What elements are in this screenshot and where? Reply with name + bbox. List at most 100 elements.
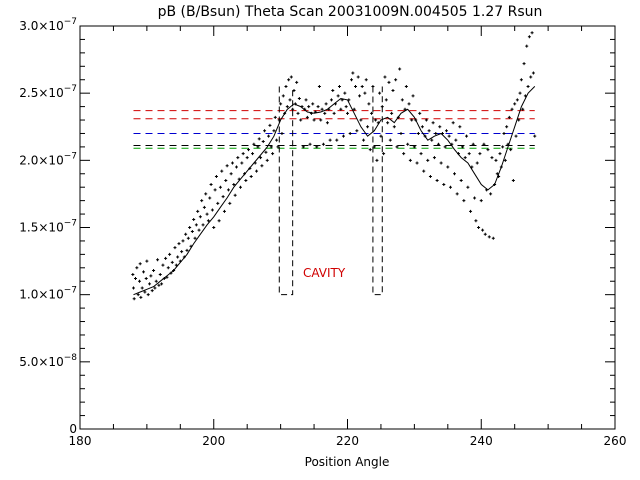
scatter-point [522, 62, 526, 66]
scatter-point [307, 105, 311, 109]
scatter-point [355, 129, 359, 133]
scatter-point [206, 219, 210, 223]
scatter-point [315, 145, 319, 149]
scatter-point [370, 111, 374, 115]
scatter-point [366, 125, 370, 129]
y-tick-label: 0 [69, 422, 77, 436]
scatter-point [276, 145, 280, 149]
scatter-point [212, 226, 216, 229]
scatter-point [418, 111, 422, 115]
scatter-point [217, 219, 221, 223]
scatter-point [168, 252, 172, 256]
scatter-point [149, 274, 153, 278]
scatter-point [526, 84, 530, 88]
scatter-point [383, 75, 387, 79]
scatter-point [399, 131, 403, 135]
scatter-point [252, 142, 256, 146]
y-tick-label: 1.5×10−7 [19, 219, 77, 235]
scatter-point [324, 102, 328, 106]
scatter-point [180, 250, 184, 254]
scatter-point [487, 235, 491, 239]
scatter-point [150, 289, 154, 293]
scatter-point [354, 84, 358, 88]
scatter-point [435, 178, 439, 182]
scatter-point [265, 158, 269, 162]
scatter-point [367, 102, 371, 106]
scatter-point [132, 286, 135, 290]
scatter-point [424, 118, 428, 122]
scatter-point [459, 178, 463, 182]
scatter-point [194, 223, 198, 227]
scatter-point [204, 192, 208, 196]
scatter-point [218, 185, 222, 189]
scatter-point [503, 158, 507, 162]
scatter-point [198, 215, 202, 219]
scatter-point [344, 105, 348, 109]
scatter-point [407, 102, 411, 106]
scatter-point [403, 107, 407, 111]
scatter-point [190, 230, 194, 234]
scatter-point [388, 138, 392, 142]
scatter-point [240, 161, 244, 165]
scatter-point [181, 239, 185, 243]
scatter-point [228, 201, 232, 205]
scatter-point [319, 118, 323, 122]
scatter-point [148, 282, 152, 286]
scatter-point [234, 165, 238, 169]
scatter-point [299, 118, 303, 122]
scatter-point [304, 98, 308, 102]
scatter-point [527, 35, 531, 39]
scatter-point [131, 273, 135, 277]
scatter-point [458, 125, 462, 129]
scatter-point [482, 142, 486, 146]
scatter-point [432, 156, 436, 160]
scatter-point [408, 158, 412, 162]
x-tick-label: 180 [69, 434, 92, 448]
cavity-box [278, 86, 294, 296]
scatter-point [402, 152, 406, 156]
scatter-point [174, 263, 178, 267]
scatter-point [384, 98, 388, 102]
scatter-point [491, 236, 495, 240]
scatter-point [346, 111, 349, 115]
scatter-point [140, 286, 144, 290]
scatter-point [350, 78, 354, 82]
smooth-curve [133, 86, 536, 296]
scatter-point [205, 212, 209, 216]
scatter-point [439, 161, 443, 165]
scatter-point [420, 125, 424, 129]
scatter-point [236, 156, 240, 160]
scatter-point [152, 268, 156, 272]
scatter-point [359, 118, 363, 122]
scatter-point [176, 255, 180, 259]
x-tick-label: 240 [470, 434, 493, 448]
scatter-point [438, 125, 442, 129]
scatter-point [515, 98, 519, 102]
scatter-point [519, 78, 523, 82]
scatter-point [139, 295, 143, 299]
scatter-point [284, 84, 288, 88]
scatter-point [257, 137, 261, 141]
scatter-point [272, 129, 276, 133]
scatter-point [530, 31, 534, 35]
scatter-point [261, 140, 265, 144]
scatter-point [382, 152, 386, 156]
scatter-point [447, 134, 451, 138]
scatter-point [374, 118, 378, 122]
scatter-point [301, 145, 305, 149]
scatter-point [410, 118, 414, 122]
scatter-point [244, 178, 248, 182]
scatter-point [201, 223, 205, 227]
scatter-point [481, 228, 485, 232]
scatter-point [339, 107, 343, 111]
scatter-point [224, 178, 228, 182]
scatter-point [213, 188, 217, 192]
scatter-point [448, 185, 452, 189]
scatter-point [166, 266, 170, 270]
scatter-point [312, 118, 316, 122]
y-tick-label: 1.0×10−7 [19, 286, 77, 302]
scatter-point [311, 102, 315, 106]
scatter-point [173, 246, 177, 250]
scatter-point [411, 94, 415, 98]
